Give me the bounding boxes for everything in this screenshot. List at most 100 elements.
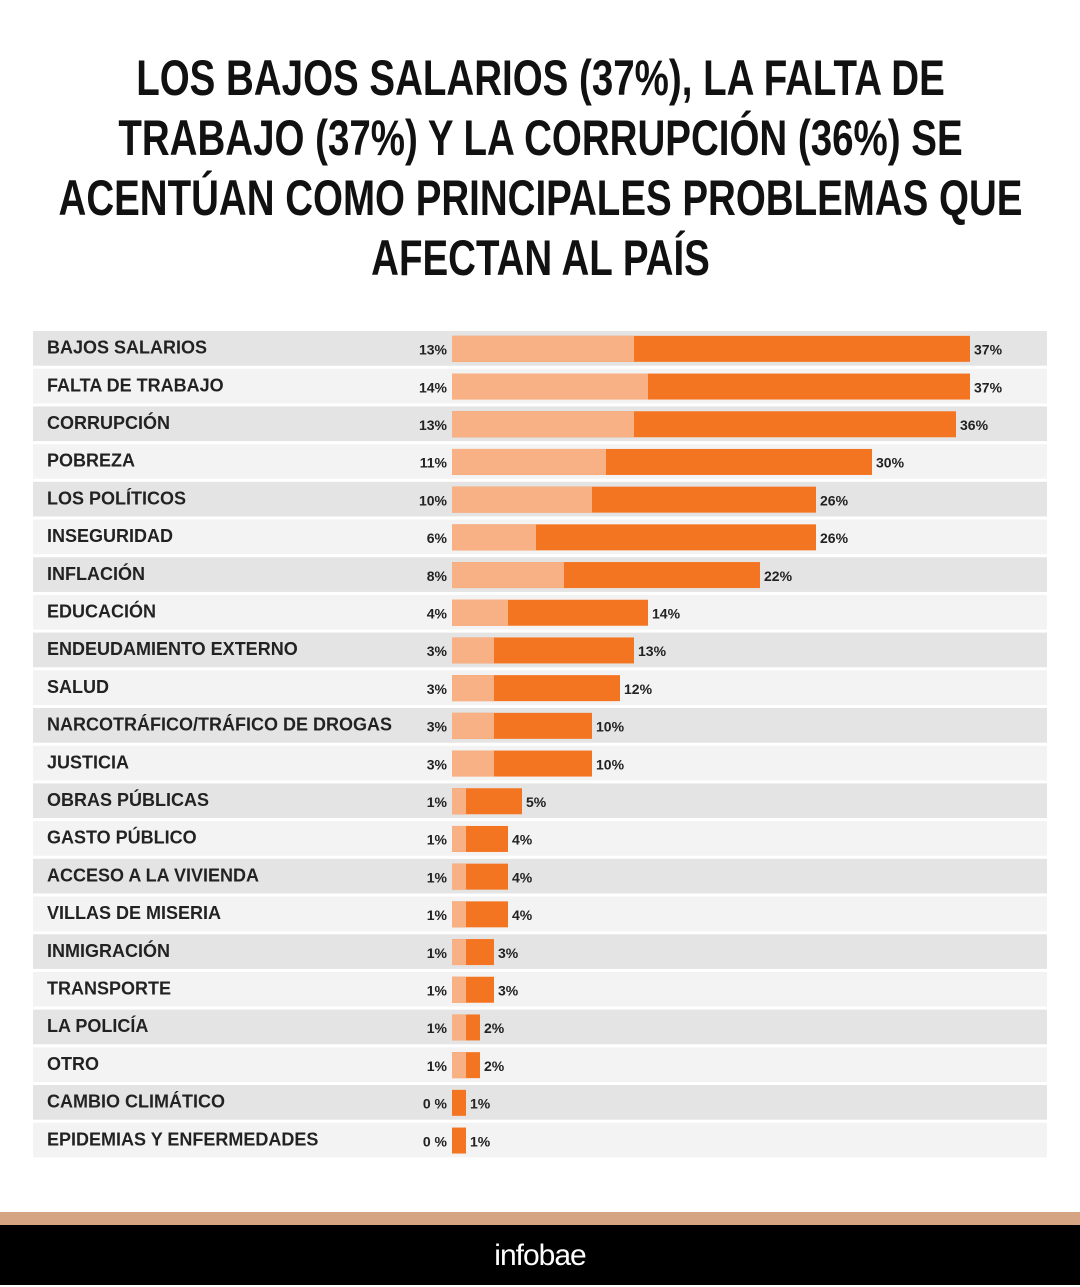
category-label: VILLAS DE MISERIA	[47, 903, 221, 923]
value-label: 14%	[419, 379, 448, 395]
value-label: 13%	[419, 417, 448, 433]
value-label: 13%	[419, 342, 448, 358]
chart: BAJOS SALARIOS 37% 13% FALTA DE TRABAJO 37% 1…	[33, 331, 1047, 1158]
row-background	[33, 934, 1047, 969]
chart-title: LOS BAJOS SALARIOS (37%), LA FALTA DE TR…	[58, 50, 1023, 286]
value-label: 10%	[596, 719, 625, 735]
category-label: INFLACIÓN	[47, 563, 145, 584]
row-background	[33, 1009, 1047, 1045]
value-label: 10%	[596, 756, 625, 772]
bar	[452, 335, 634, 362]
category-label: EDUCACIÓN	[47, 601, 156, 622]
value-label: 3%	[427, 756, 448, 772]
bar	[452, 712, 494, 739]
row-background	[33, 971, 1047, 1007]
value-label: 1%	[427, 1058, 448, 1074]
category-label: CAMBIO CLIMÁTICO	[47, 1091, 225, 1112]
bar	[452, 1014, 466, 1041]
value-label: 0 %	[423, 1096, 448, 1112]
category-label: NARCOTRÁFICO/TRÁFICO DE DROGAS	[47, 714, 392, 735]
value-label: 1%	[427, 945, 448, 961]
value-label: 3%	[498, 945, 519, 961]
value-label: 3%	[427, 681, 448, 697]
category-label: ACCESO A LA VIVIENDA	[47, 865, 259, 885]
row-background	[33, 821, 1047, 856]
value-label: 11%	[420, 455, 448, 471]
category-label: ENDEUDAMIENTO EXTERNO	[47, 639, 298, 659]
row-background	[33, 1047, 1047, 1082]
category-label: TRANSPORTE	[47, 979, 171, 999]
value-label: 26%	[820, 530, 849, 546]
category-label: CORRUPCIÓN	[47, 412, 170, 433]
bar	[452, 1089, 466, 1116]
value-label: 1%	[427, 869, 448, 885]
value-label: 37%	[974, 379, 1003, 395]
value-label: 3%	[498, 982, 519, 998]
bar	[452, 524, 536, 551]
category-label: POBREZA	[47, 451, 135, 471]
bar	[452, 486, 592, 513]
category-label: JUSTICIA	[47, 752, 129, 772]
row-background	[33, 858, 1047, 894]
value-label: 2%	[484, 1058, 505, 1074]
brand: infobae	[0, 1225, 1080, 1285]
value-label: 4%	[512, 869, 533, 885]
value-label: 10%	[419, 492, 448, 508]
category-label: LOS POLÍTICOS	[47, 487, 186, 508]
value-label: 2%	[484, 1020, 505, 1036]
category-label: INMIGRACIÓN	[47, 940, 170, 961]
bar	[452, 675, 494, 702]
row-background	[33, 783, 1047, 819]
value-label: 3%	[427, 643, 448, 659]
value-label: 30%	[876, 455, 905, 471]
bar	[452, 562, 564, 589]
value-label: 6%	[427, 530, 448, 546]
bar	[452, 788, 466, 815]
value-label: 1%	[427, 907, 448, 923]
category-label: SALUD	[47, 677, 109, 697]
value-label: 13%	[638, 643, 667, 659]
value-label: 8%	[427, 568, 448, 584]
value-label: 14%	[652, 605, 681, 621]
bar	[452, 411, 634, 438]
footer-strip	[0, 1212, 1080, 1225]
bar	[452, 901, 466, 928]
value-label: 12%	[624, 681, 653, 697]
value-label: 37%	[974, 342, 1003, 358]
category-label: INSEGURIDAD	[47, 526, 173, 546]
value-label: 4%	[427, 605, 448, 621]
bar	[452, 750, 494, 777]
category-label: BAJOS SALARIOS	[47, 338, 207, 358]
value-label: 4%	[512, 907, 533, 923]
row-background	[33, 896, 1047, 932]
bar	[452, 373, 648, 400]
bar	[452, 863, 466, 890]
bar	[452, 1127, 466, 1154]
bar	[452, 448, 606, 475]
bar	[452, 1052, 466, 1079]
category-label: LA POLICÍA	[47, 1015, 148, 1036]
value-label: 1%	[427, 982, 448, 998]
category-label: EPIDEMIAS Y ENFERMEDADES	[47, 1129, 318, 1149]
category-label: OTRO	[47, 1054, 99, 1074]
value-label: 1%	[427, 794, 448, 810]
category-label: FALTA DE TRABAJO	[47, 375, 224, 395]
value-label: 26%	[820, 492, 849, 508]
value-label: 1%	[470, 1096, 491, 1112]
category-label: OBRAS PÚBLICAS	[47, 789, 209, 810]
value-label: 4%	[512, 832, 533, 848]
value-label: 36%	[960, 417, 989, 433]
value-label: 22%	[764, 568, 793, 584]
value-label: 0 %	[423, 1133, 448, 1149]
value-label: 5%	[526, 794, 547, 810]
value-label: 1%	[427, 1020, 448, 1036]
bar	[452, 939, 466, 966]
bar	[452, 637, 494, 664]
bar	[452, 976, 466, 1003]
bar	[452, 825, 466, 852]
value-label: 3%	[427, 719, 448, 735]
row-background	[33, 1122, 1047, 1158]
row-background	[33, 1085, 1047, 1120]
value-label: 1%	[470, 1133, 491, 1149]
